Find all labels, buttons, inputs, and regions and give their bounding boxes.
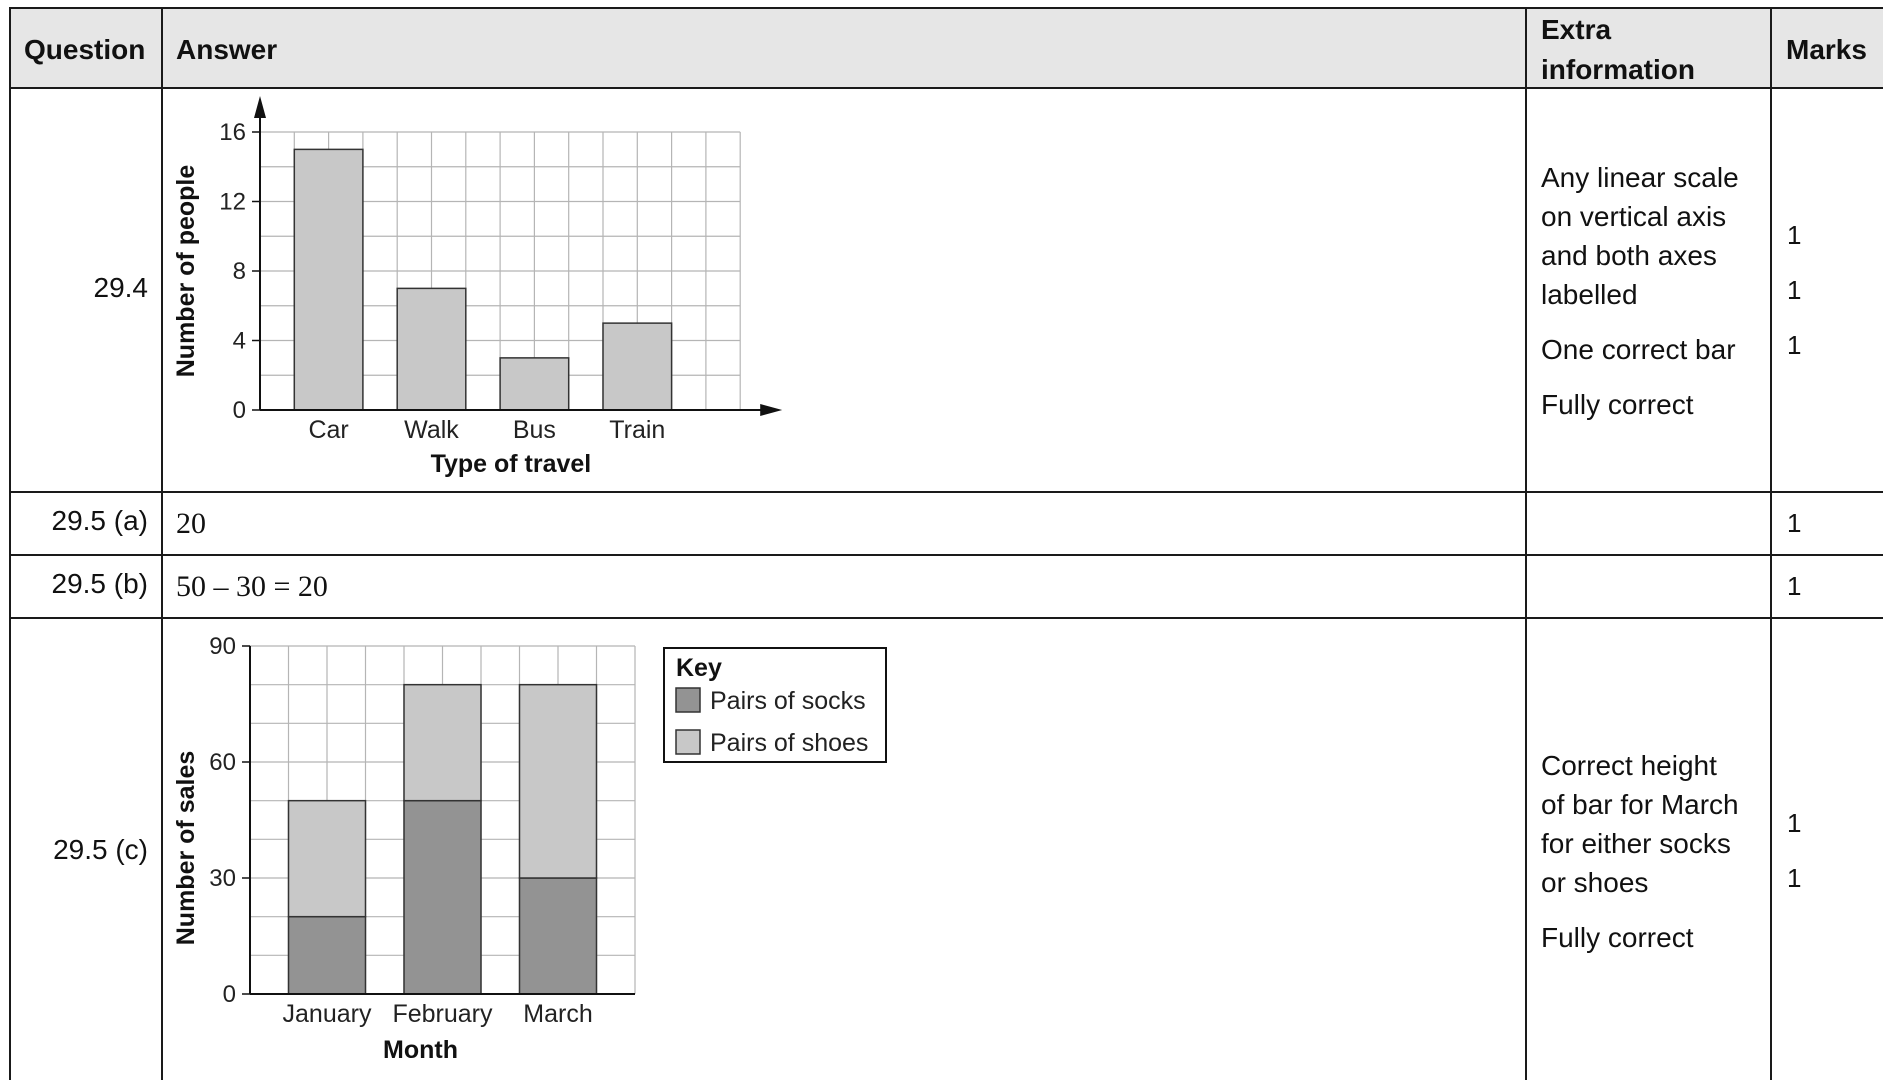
header-extra-information: Extra information [1541, 10, 1695, 90]
question-number-29-5b: 29.5 (b) [51, 568, 149, 599]
legend-box [663, 647, 887, 763]
mark-29-4-3: 1 [1787, 330, 1802, 360]
extra-info-29-5c: Correct height of bar for March for eith… [1541, 746, 1739, 957]
extra-line: on vertical axis [1541, 201, 1727, 232]
question-number-29-4: 29.4 [93, 272, 149, 303]
extra-line: and both axes [1541, 240, 1717, 271]
table-column-divider [161, 7, 163, 1080]
x-tick-label: Car [308, 416, 348, 444]
mark-29-5b: 1 [1787, 571, 1802, 601]
table-header-background [10, 9, 1883, 88]
bar-february-socks [403, 799, 482, 995]
extra-line: Correct height [1541, 750, 1717, 781]
mark-29-5c-1: 1 [1787, 808, 1802, 838]
y-tick-label: 0 [233, 397, 246, 424]
y-tick-label: 16 [219, 119, 246, 146]
y-axis-arrow [254, 96, 266, 118]
legend-swatch [675, 729, 701, 755]
header-extra-line2: information [1541, 54, 1695, 85]
answer-29-5a: 20 [176, 507, 206, 540]
bar-march-socks [518, 877, 598, 995]
x-tick-label: Walk [404, 416, 459, 444]
y-tick-label: 8 [233, 258, 246, 285]
header-answer: Answer [176, 34, 278, 65]
y-tick-label: 12 [219, 189, 246, 216]
extra-line: Fully correct [1541, 389, 1694, 420]
y-tick-label: 0 [223, 981, 236, 1008]
bar-bus [499, 357, 570, 411]
extra-line: of bar for March [1541, 789, 1739, 820]
header-marks: Marks [1786, 34, 1867, 65]
x-tick-label: February [392, 1000, 493, 1028]
bar-march-shoes [518, 683, 598, 879]
table-border-left [9, 7, 11, 1080]
header-extra-line1: Extra [1541, 14, 1612, 45]
extra-line: or shoes [1541, 867, 1649, 898]
extra-line: Any linear scale [1541, 162, 1739, 193]
y-tick-label: 60 [209, 749, 236, 776]
legend-swatch [675, 687, 701, 713]
legend-label: Pairs of socks [710, 687, 866, 715]
answer-29-5b: 50 – 30 = 20 [176, 570, 328, 603]
bar-walk [396, 287, 467, 411]
travel-bar-chart: Car Walk Bus Train 0 4 8 12 16 Type of travel Numb… [172, 96, 783, 478]
extra-line: One correct bar [1541, 334, 1736, 365]
x-axis-label: Month [383, 1036, 458, 1064]
x-tick-label: Bus [513, 416, 556, 444]
extra-info-29-4: Any linear scale on vertical axis and bo… [1541, 158, 1739, 424]
question-number-29-5c: 29.5 (c) [53, 834, 148, 865]
bar-february-shoes [403, 683, 482, 802]
x-axis-label: Type of travel [431, 450, 592, 478]
y-tick-label: 90 [209, 633, 236, 660]
y-axis-label: Number of sales [172, 751, 200, 946]
x-tick-label: March [523, 1000, 592, 1028]
y-tick-label: 4 [233, 328, 246, 355]
mark-29-4-1: 1 [1787, 220, 1802, 250]
mark-29-4-2: 1 [1787, 275, 1802, 305]
bar-january-shoes [287, 799, 367, 918]
extra-line: labelled [1541, 279, 1638, 310]
legend-label: Pairs of shoes [710, 729, 868, 757]
y-axis-label: Number of people [172, 165, 200, 378]
table-column-divider [1770, 7, 1772, 1080]
bar-car [293, 148, 364, 411]
x-axis-arrow [760, 404, 783, 416]
y-tick-label: 30 [209, 865, 236, 892]
bar-train [602, 322, 673, 411]
mark-29-5a: 1 [1787, 508, 1802, 538]
x-tick-label: Train [609, 416, 665, 444]
extra-line: for either socks [1541, 828, 1731, 859]
table-border-top [9, 7, 1883, 9]
table-row-divider [9, 491, 1883, 493]
table-border-header [9, 87, 1883, 89]
legend-title: Key [676, 654, 722, 682]
table-row-divider [9, 617, 1883, 619]
header-question: Question [24, 34, 146, 65]
sales-stacked-bar-chart: January February March 0 30 60 90 Month Number o… [172, 633, 887, 1064]
table-column-divider [1525, 7, 1527, 1080]
mark-29-5c-2: 1 [1787, 863, 1802, 893]
bar-january-socks [287, 915, 367, 995]
question-number-29-5a: 29.5 (a) [51, 505, 149, 536]
table-row-divider [9, 554, 1883, 556]
extra-line: Fully correct [1541, 922, 1694, 953]
x-tick-label: January [283, 1000, 372, 1028]
